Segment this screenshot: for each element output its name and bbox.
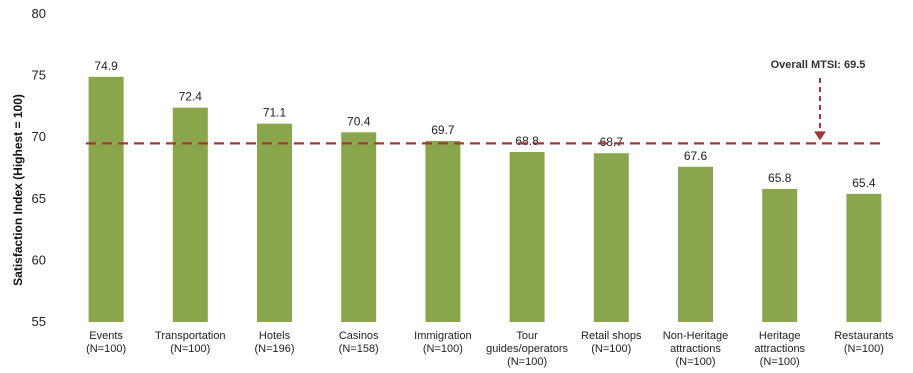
x-tick-label-line: (N=100) [170, 343, 210, 355]
x-tick-label: Restaurants (N=100) [834, 330, 894, 355]
x-tick-label-line: Immigration [414, 330, 471, 342]
bar [88, 76, 124, 322]
x-tick-label-line: attractions [670, 343, 721, 355]
x-tick-label-line: (N=158) [339, 343, 379, 355]
y-tick-label: 70 [32, 129, 46, 144]
bar [172, 107, 208, 323]
x-tick-label: Retail shops (N=100) [581, 330, 642, 355]
y-tick-label: 65 [32, 191, 46, 206]
data-label: 72.4 [179, 90, 203, 104]
bar [762, 188, 798, 322]
x-tick-label-line: Events [89, 330, 123, 342]
x-tick-label-line: (N=100) [423, 343, 463, 355]
x-tick-label-line: Non-Heritage [663, 330, 728, 342]
x-tick-label-line: (N=100) [760, 356, 800, 368]
x-tick-label: Heritage attractions (N=100) [754, 330, 805, 368]
x-tick-label-line: (N=100) [86, 343, 126, 355]
data-label: 70.4 [347, 114, 371, 128]
x-tick-label: Immigration (N=100) [414, 330, 471, 355]
y-tick-label: 55 [32, 314, 46, 329]
bar [678, 166, 713, 322]
data-label: 68.8 [515, 134, 539, 148]
x-tick-label-line: Tour [516, 330, 538, 342]
bar [846, 193, 882, 322]
x-tick-label-line: (N=196) [254, 343, 294, 355]
data-label: 65.8 [768, 171, 792, 185]
x-tick-label-line: Heritage [759, 330, 801, 342]
data-label: 71.1 [263, 106, 287, 120]
x-tick-label-line: (N=100) [507, 356, 547, 368]
x-tick-label-line: (N=100) [675, 356, 715, 368]
x-tick-label: Events (N=100) [86, 330, 126, 355]
bar [509, 151, 545, 322]
x-tick-label: Tour guides/operators (N=100) [486, 330, 568, 368]
x-tick-label-line: Transportation [155, 330, 226, 342]
x-tick-label-line: Restaurants [834, 330, 894, 342]
bar [341, 132, 377, 322]
y-tick-label: 60 [32, 252, 46, 267]
bar [257, 123, 292, 322]
data-label: 65.4 [852, 176, 876, 190]
y-axis-title: Satisfaction Index (Highest = 100) [11, 94, 25, 286]
y-tick-label: 75 [32, 68, 46, 83]
data-label: 69.7 [431, 123, 455, 137]
x-tick-label-line: guides/operators [486, 343, 568, 355]
x-tick-label-line: (N=100) [591, 343, 631, 355]
x-tick-label: Non-Heritage attractions (N=100) [663, 330, 728, 368]
reference-label: Overall MTSI: 69.5 [771, 59, 866, 71]
x-tick-label-line: Hotels [259, 330, 291, 342]
bar [425, 140, 461, 322]
y-tick-label: 80 [32, 6, 46, 21]
x-tick-label-line: attractions [754, 343, 805, 355]
x-tick-label: Casinos (N=158) [339, 330, 379, 355]
data-label: 68.7 [600, 135, 624, 149]
data-label: 67.6 [684, 149, 708, 163]
x-tick-label: Hotels (N=196) [254, 330, 294, 355]
x-tick-label: Transportation (N=100) [155, 330, 226, 355]
x-tick-label-line: Retail shops [581, 330, 642, 342]
reference-arrow-head [814, 131, 826, 141]
bar [593, 153, 629, 322]
x-tick-label-line: Casinos [339, 330, 379, 342]
x-tick-label-line: (N=100) [844, 343, 884, 355]
data-label: 74.9 [94, 59, 118, 73]
